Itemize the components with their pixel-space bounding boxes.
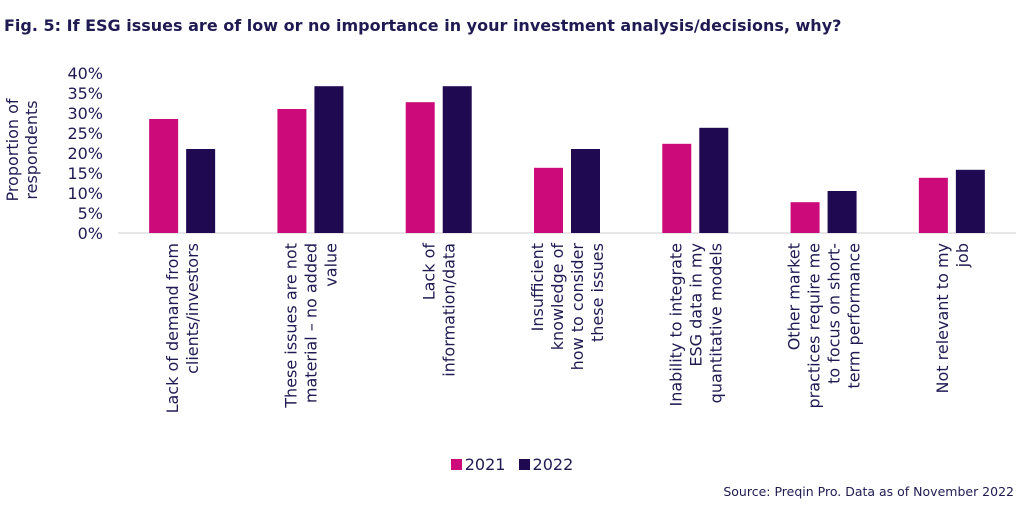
x-category-label-6: Not relevant to myjob bbox=[933, 243, 972, 393]
legend-label-2022: 2022 bbox=[532, 455, 574, 474]
y-tick-label: 30% bbox=[67, 104, 103, 123]
y-tick-label: 20% bbox=[67, 144, 103, 163]
legend: 2021 2022 bbox=[0, 455, 1024, 474]
x-category-label-2: Lack ofinformation/data bbox=[420, 243, 459, 377]
bar-2022-0 bbox=[186, 149, 216, 233]
x-category-label-3: Insufficientknowledge ofhow to considert… bbox=[528, 243, 607, 371]
y-tick-label: 5% bbox=[78, 204, 103, 223]
y-tick-label: 15% bbox=[67, 164, 103, 183]
x-category-label-1: These issues are notmaterial – no addedv… bbox=[281, 243, 340, 409]
y-tick-label: 40% bbox=[67, 64, 103, 83]
x-category-label-0: Lack of demand fromclients/investors bbox=[163, 243, 202, 413]
bar-2022-5 bbox=[827, 191, 857, 233]
bar-2021-2 bbox=[405, 102, 435, 233]
svg-text:Not relevant to myjob: Not relevant to myjob bbox=[933, 243, 972, 393]
bar-2021-3 bbox=[534, 167, 563, 233]
bar-2022-1 bbox=[314, 86, 344, 233]
bar-2021-5 bbox=[790, 202, 820, 233]
bar-2022-3 bbox=[571, 149, 600, 233]
y-tick-label: 25% bbox=[67, 124, 103, 143]
y-tick-label: 10% bbox=[67, 184, 103, 203]
svg-text:Other marketpractices require: Other marketpractices require meto focus… bbox=[785, 243, 864, 409]
svg-text:Lack of demand fromclients/inv: Lack of demand fromclients/investors bbox=[163, 243, 202, 413]
bar-2021-0 bbox=[149, 119, 179, 233]
y-tick-label: 0% bbox=[78, 224, 103, 243]
chart-title: Fig. 5: If ESG issues are of low or no i… bbox=[4, 16, 842, 35]
x-category-label-5: Other marketpractices require meto focus… bbox=[785, 243, 864, 409]
svg-text:Lack ofinformation/data: Lack ofinformation/data bbox=[420, 243, 459, 377]
y-tick-label: 35% bbox=[67, 84, 103, 103]
bar-2022-2 bbox=[442, 86, 472, 233]
bar-2021-4 bbox=[662, 143, 692, 233]
legend-swatch-2022 bbox=[518, 459, 530, 470]
svg-text:Insufficientknowledge ofhow to: Insufficientknowledge ofhow to considert… bbox=[528, 243, 607, 371]
legend-item-2021: 2021 bbox=[450, 455, 506, 474]
bar-2021-6 bbox=[918, 177, 948, 233]
legend-swatch-2021 bbox=[450, 459, 462, 470]
svg-text:These issues are notmaterial –: These issues are notmaterial – no addedv… bbox=[281, 243, 340, 409]
svg-text:Inability to integrateESG data: Inability to integrateESG data in myquan… bbox=[666, 243, 725, 407]
bar-2022-4 bbox=[699, 127, 729, 233]
source-note: Source: Preqin Pro. Data as of November … bbox=[723, 484, 1014, 499]
x-category-label-4: Inability to integrateESG data in myquan… bbox=[666, 243, 725, 407]
bar-2022-6 bbox=[955, 169, 985, 233]
bar-2021-1 bbox=[277, 109, 307, 233]
legend-item-2022: 2022 bbox=[518, 455, 574, 474]
legend-label-2021: 2021 bbox=[464, 455, 506, 474]
